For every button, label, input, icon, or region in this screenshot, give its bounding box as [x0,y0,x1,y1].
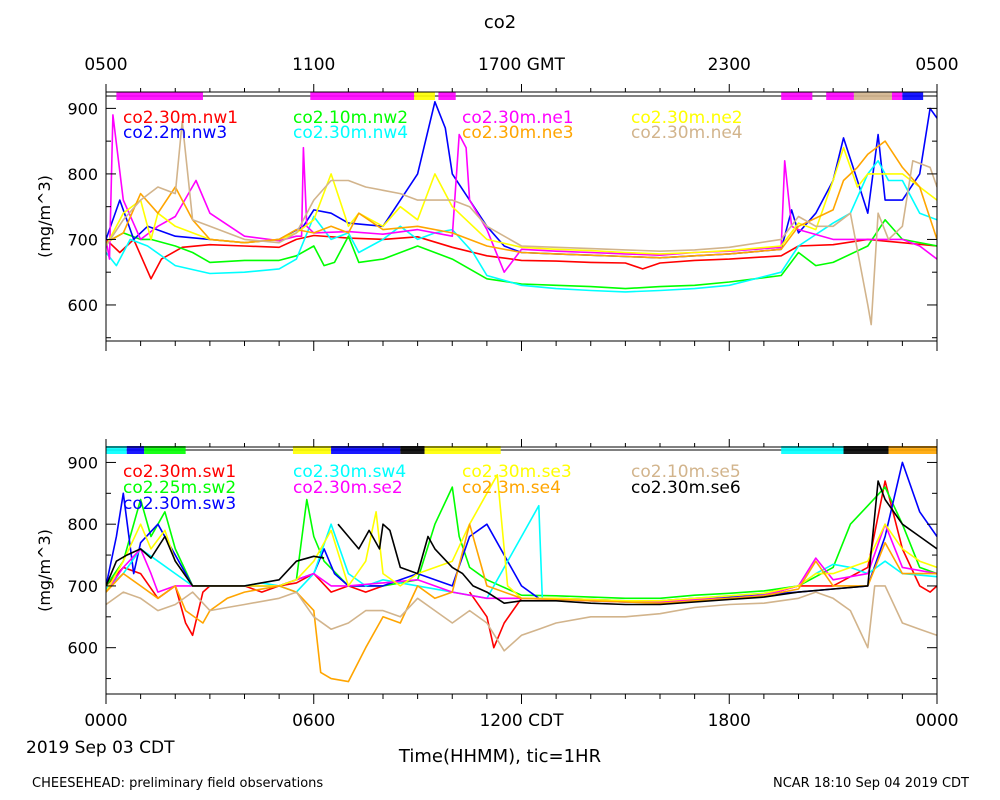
legend-entry: co2.30m.se6 [631,478,741,498]
legend-entry: co2.30m.nw4 [293,123,408,143]
flag-segment [106,446,127,454]
flag-segment [781,92,813,100]
series-line-co2-30m-se6 [106,480,937,606]
date-label: 2019 Sep 03 CDT [26,738,175,758]
series-lines [106,461,937,683]
legend-entry: co2.30m.sw4 [293,462,406,482]
flag-segment [116,92,203,100]
flag-segment [331,446,401,454]
x-axis-label: Time(HHMM), tic=1HR [398,746,602,767]
legend-entry: co2.30m.ne2 [631,108,743,128]
series-line-co2-10m-se5 [106,585,937,652]
top-time-tick-label: 1100 [292,55,335,75]
y-tick-label: 900 [67,99,98,118]
footer-right: NCAR 18:10 Sep 04 2019 CDT [772,776,969,791]
flag-segment [891,92,903,100]
legend-entry: co2.10m.se5 [631,462,741,482]
qc-flag-bar [106,446,937,454]
y-tick-label: 800 [67,515,98,534]
flag-segment [310,92,415,100]
series-lines [106,101,937,326]
legend-entry: co2.30m.ne1 [462,108,574,128]
y-tick-label: 800 [67,165,98,184]
flag-segment [414,92,435,100]
flag-segment [400,446,425,454]
flag-segment [144,446,186,454]
flag-segment [853,92,892,100]
flag-segment [292,446,332,454]
legend-entry: co2.3m.se4 [462,478,561,498]
bottom-time-tick-label: 1800 [708,711,751,731]
top-time-tick-label: 1700 GMT [478,55,566,75]
series-line-co2-30m-ne4 [106,120,937,326]
flag-segment [438,92,456,100]
flag-segment [843,446,889,454]
legend-entry: co2.30m.se3 [462,462,572,482]
flag-segment [902,92,924,100]
chart-title: co2 [483,12,517,33]
y-tick-label: 700 [67,230,98,249]
y-axis-label: (mg/m^3) [35,529,54,612]
qc-flag-bar [106,92,937,100]
flag-segment [424,446,501,454]
y-tick-label: 700 [67,577,98,596]
series-line-co2-10m-nw2 [106,219,937,290]
legend-entry: co2.30m.ne4 [631,123,743,143]
top-time-tick-label: 2300 [708,55,751,75]
top-panel: 600 700 800 900 (mg/m^3) co2.30m.nw1 co2.10m.n… [35,84,938,351]
footer-left: CHEESEHEAD: preliminary field observatio… [32,776,324,791]
bottom-time-tick-label: 1200 CDT [479,711,564,731]
legend-entry: co2.10m.nw2 [293,108,408,128]
legend-entry: co2.30m.sw3 [123,494,236,514]
series-line-co2-30m-ne2 [106,146,937,255]
bottom-panel: 600 700 800 900 (mg/m^3) co2.30m.sw1co2.25m.s… [35,439,938,704]
flag-segment [826,92,854,100]
legend-entry: co2.30m.ne3 [462,123,574,143]
bottom-time-tick-label: 0000 [84,711,127,731]
legend-entry: co2.30m.se2 [293,478,403,498]
series-line-co2-30m-ne3 [106,140,937,259]
y-tick-label: 600 [67,296,98,315]
flag-segment [781,446,844,454]
flag-segment [888,446,937,454]
flag-segment [126,446,145,454]
series-line-co2-30m-nw1 [106,234,937,280]
top-time-tick-label: 0500 [84,55,127,75]
y-tick-label: 600 [67,639,98,658]
y-axis-label: (mg/m^3) [35,175,54,258]
legend-entry: co2.25m.sw2 [123,478,236,498]
y-tick-label: 900 [67,453,98,472]
bottom-time-tick-label: 0000 [915,711,958,731]
bottom-time-tick-label: 0600 [292,711,335,731]
series-line-co2-3m-se4 [106,523,937,683]
legend-entry: co2.30m.nw1 [123,108,238,128]
legend-entry: co2.30m.sw1 [123,462,236,482]
legend-entry: co2.2m.nw3 [123,123,227,143]
top-time-tick-label: 0500 [915,55,958,75]
